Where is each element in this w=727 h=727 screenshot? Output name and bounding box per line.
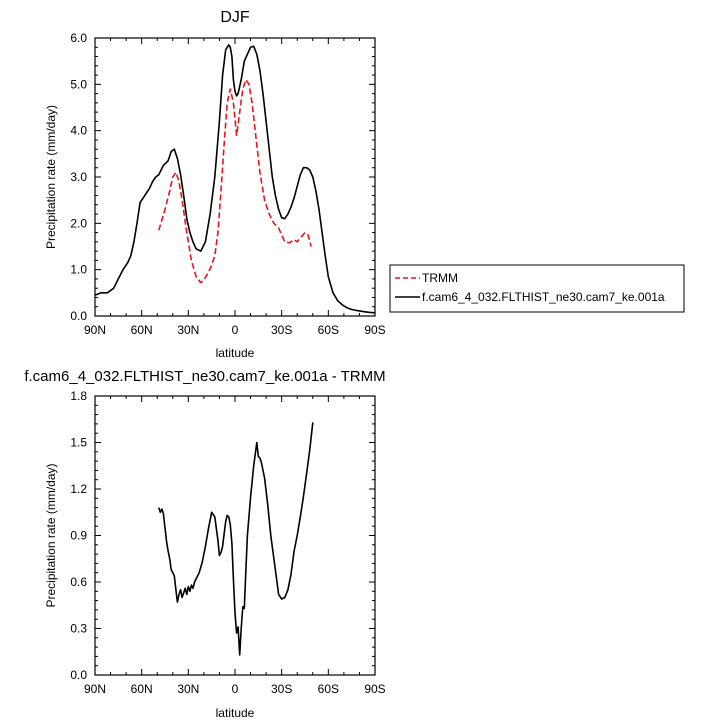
panel1-y-tick-label: 5.0 — [70, 77, 87, 91]
panel1-x-tick-label: 60N — [131, 323, 153, 337]
panel2-y-tick-label: 0.0 — [70, 668, 87, 682]
panel2-y-tick-label: 0.6 — [70, 575, 87, 589]
panel1-x-axis-label: latitude — [216, 346, 255, 360]
panel1-series-line-f-cam6-4-032-flthist-ne30-cam7-ke-001a — [94, 44, 376, 314]
panel2-x-tick-label: 90N — [84, 682, 106, 696]
panel1-y-axis-label: Precipitation rate (mm/day) — [44, 105, 58, 249]
panel1-x-tick-label: 60S — [318, 323, 339, 337]
panel1-y-tick-label: 6.0 — [70, 31, 87, 45]
panel1-y-tick-label: 2.0 — [70, 216, 87, 230]
panel1-y-tick-label: 0.0 — [70, 309, 87, 323]
panel2-y-tick-label: 0.3 — [70, 622, 87, 636]
legend-label-2: f.cam6_4_032.FLTHIST_ne30.cam7_ke.001a — [422, 290, 665, 304]
panel1-y-tick-label: 3.0 — [70, 170, 87, 184]
legend-label-1: TRMM — [422, 271, 458, 285]
panel2-y-tick-label: 1.5 — [70, 436, 87, 450]
panel2-x-tick-label: 0 — [232, 682, 239, 696]
panel2-title: f.cam6_4_032.FLTHIST_ne30.cam7_ke.001a -… — [24, 368, 385, 385]
panel2-x-axis-label: latitude — [216, 706, 255, 720]
panel2-x-tick-label: 30S — [271, 682, 292, 696]
panel2-y-axis-label: Precipitation rate (mm/day) — [44, 463, 58, 607]
panel2-x-tick-label: 60S — [318, 682, 339, 696]
panel1-y-tick-label: 4.0 — [70, 124, 87, 138]
panel2-series-line-difference — [158, 422, 314, 656]
panel2-y-tick-label: 1.2 — [70, 482, 87, 496]
panel2-x-tick-label: 90S — [364, 682, 385, 696]
panel1-y-tick-label: 1.0 — [70, 263, 87, 277]
panel2-x-tick-label: 30N — [177, 682, 199, 696]
panel2-y-tick-label: 1.8 — [70, 389, 87, 403]
panel1-x-tick-label: 90N — [84, 323, 106, 337]
legend-box — [389, 264, 685, 313]
panel1-x-tick-label: 90S — [364, 323, 385, 337]
panel1-x-tick-label: 30S — [271, 323, 292, 337]
panel1-x-tick-label: 0 — [232, 323, 239, 337]
panel1-x-tick-label: 30N — [177, 323, 199, 337]
panel1-title: DJF — [220, 9, 250, 26]
panel2-x-tick-label: 60N — [131, 682, 153, 696]
panel2-y-tick-label: 0.9 — [70, 529, 87, 543]
